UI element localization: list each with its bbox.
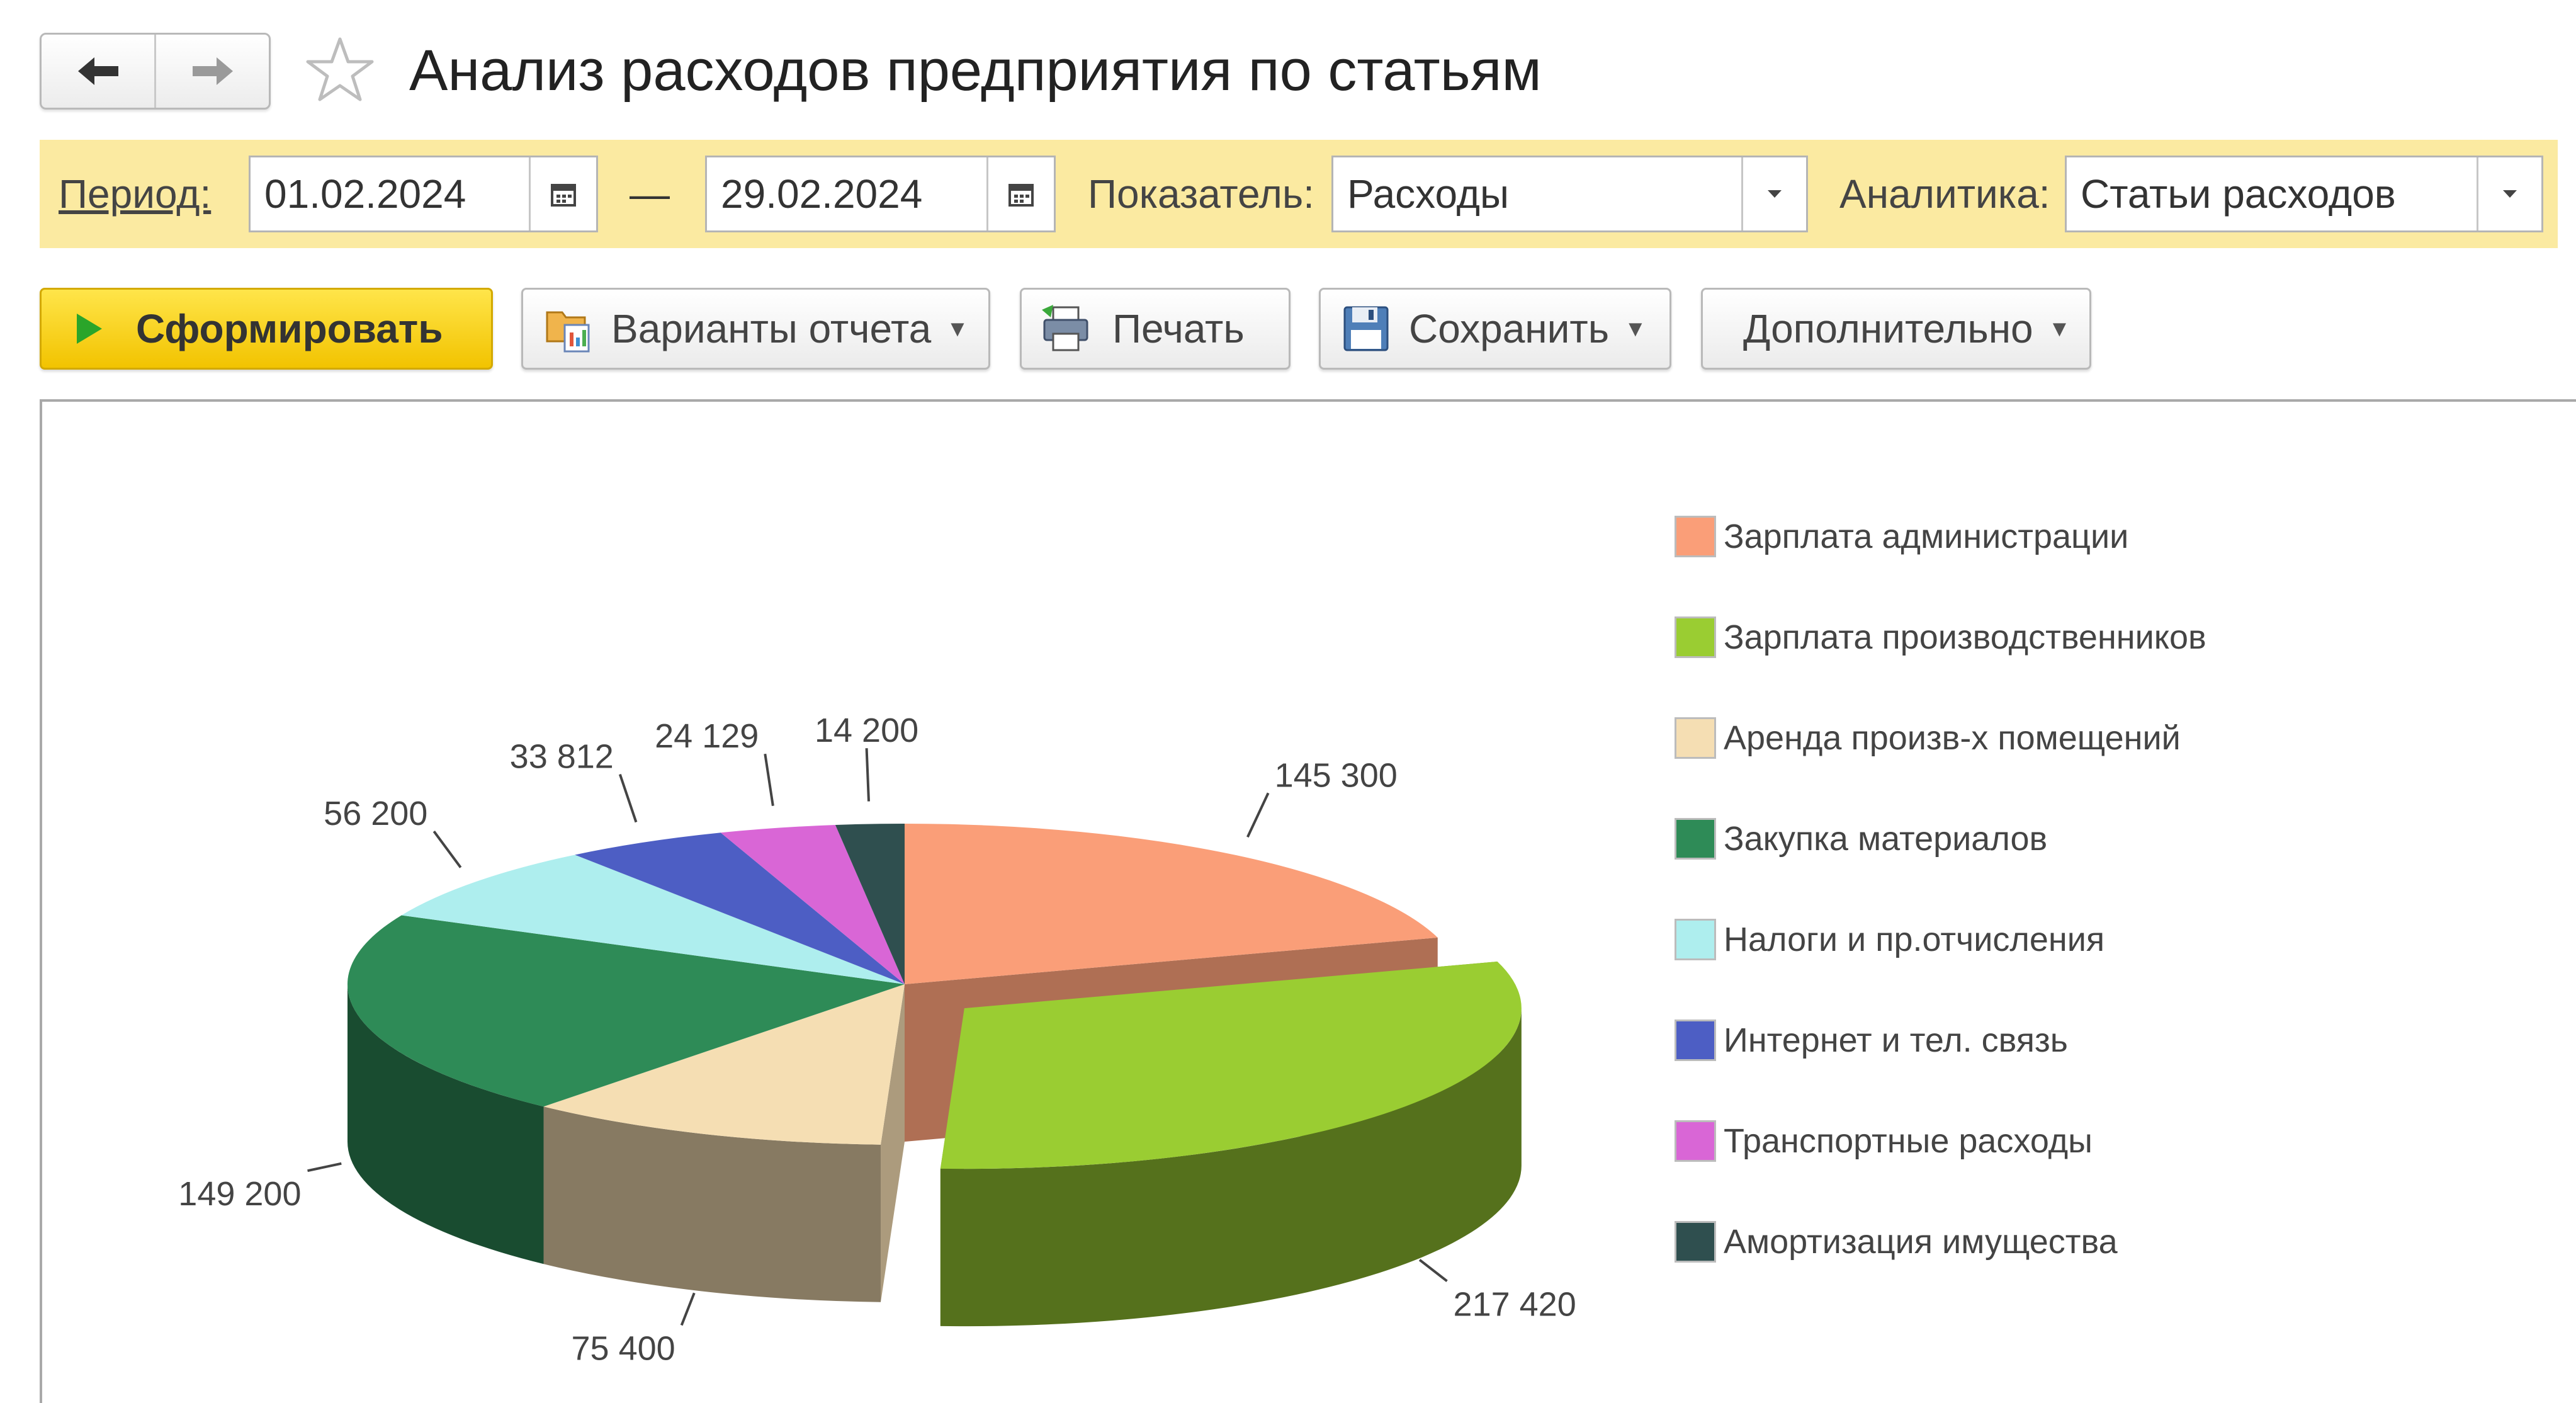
- indicator-label: Показатель:: [1088, 171, 1314, 217]
- arrow-right-icon: [192, 57, 233, 85]
- arrow-left-icon: [77, 57, 118, 85]
- legend-swatch: [1675, 1221, 1716, 1263]
- save-button[interactable]: Сохранить ▼: [1319, 288, 1671, 370]
- pie-slice-3: [543, 984, 905, 1145]
- report-variants-label: Варианты отчета: [611, 306, 932, 351]
- caret-down-icon: ▼: [946, 315, 969, 341]
- legend-item: Транспортные расходы: [1675, 1116, 2206, 1166]
- chevron-down-icon: [2503, 190, 2517, 198]
- analytics-label: Аналитика:: [1839, 171, 2050, 217]
- leader-line: [432, 830, 462, 868]
- date-to-field[interactable]: 29.02.2024: [705, 156, 1056, 232]
- legend-item: Зарплата производственников: [1675, 612, 2206, 662]
- print-button[interactable]: Печать: [1020, 288, 1291, 370]
- legend-label: Интернет и тел. связь: [1724, 1021, 2068, 1059]
- pie-slice-4: [347, 915, 905, 1107]
- chevron-down-icon: [1768, 190, 1782, 198]
- legend-label: Налоги и пр.отчисления: [1724, 921, 2105, 958]
- pie-slice-2: [940, 961, 1522, 1169]
- legend-label: Зарплата администрации: [1724, 518, 2129, 555]
- data-label: 56 200: [324, 795, 427, 832]
- navigation-buttons: [40, 33, 271, 110]
- data-label: 145 300: [1275, 756, 1398, 794]
- leader-line: [1246, 792, 1270, 838]
- date-from-value: 01.02.2024: [264, 171, 466, 217]
- analytics-dropdown-button[interactable]: [2477, 157, 2541, 230]
- date-from-calendar-button[interactable]: [529, 157, 596, 230]
- legend-item: Налоги и пр.отчисления: [1675, 914, 2206, 965]
- pie-slice-side: [347, 984, 544, 1264]
- pie-slice-side: [543, 1106, 881, 1302]
- caret-down-icon: ▼: [1624, 315, 1647, 341]
- data-label: 14 200: [815, 712, 918, 749]
- pie-slice-6: [575, 832, 905, 984]
- pie-slice-face: [881, 984, 905, 1302]
- legend-label: Амортизация имущества: [1724, 1223, 2118, 1261]
- star-icon[interactable]: [302, 33, 378, 108]
- report-variants-button[interactable]: Варианты отчета ▼: [521, 288, 990, 370]
- play-icon: [77, 314, 102, 344]
- date-separator: —: [630, 171, 670, 217]
- back-button[interactable]: [42, 35, 154, 108]
- data-label: 24 129: [655, 717, 759, 755]
- analytics-value: Статьи расходов: [2081, 171, 2396, 217]
- analytics-select[interactable]: Статьи расходов: [2065, 156, 2543, 232]
- more-button[interactable]: Дополнительно ▼: [1701, 288, 2091, 370]
- forward-button[interactable]: [154, 35, 269, 108]
- floppy-disk-icon: [1343, 306, 1389, 351]
- legend-label: Транспортные расходы: [1724, 1122, 2093, 1160]
- legend-item: Интернет и тел. связь: [1675, 1015, 2206, 1065]
- data-label: 217 420: [1454, 1285, 1576, 1323]
- printer-icon: [1042, 305, 1088, 351]
- data-label: 75 400: [572, 1330, 675, 1368]
- leader-line: [680, 1292, 696, 1326]
- legend-item: Амортизация имущества: [1675, 1217, 2206, 1267]
- data-label: 149 200: [178, 1175, 301, 1213]
- legend-swatch: [1675, 717, 1716, 759]
- pie-slice-7: [720, 824, 905, 984]
- legend-swatch: [1675, 516, 1716, 557]
- generate-button[interactable]: Сформировать: [40, 288, 493, 370]
- period-link[interactable]: Период:: [59, 171, 212, 217]
- calendar-icon: [551, 184, 576, 207]
- report-variants-icon: [546, 311, 590, 353]
- page-title: Анализ расходов предприятия по статьям: [409, 38, 1542, 103]
- leader-line: [618, 774, 638, 823]
- generate-label: Сформировать: [136, 306, 443, 351]
- leader-line: [1418, 1259, 1448, 1282]
- legend-item: Зарплата администрации: [1675, 511, 2206, 562]
- print-label: Печать: [1112, 306, 1245, 351]
- pie-slice-5: [401, 855, 905, 984]
- report-area: [40, 399, 2576, 1403]
- leader-line: [865, 748, 870, 802]
- legend-label: Зарплата производственников: [1724, 618, 2206, 656]
- chart-legend: Зарплата администрации Зарплата производс…: [1675, 511, 2206, 1317]
- save-label: Сохранить: [1409, 306, 1610, 351]
- legend-swatch: [1675, 1020, 1716, 1061]
- legend-swatch: [1675, 919, 1716, 960]
- calendar-icon: [1008, 184, 1034, 207]
- indicator-value: Расходы: [1347, 171, 1509, 217]
- date-from-field[interactable]: 01.02.2024: [249, 156, 598, 232]
- pie-slice-8: [835, 824, 905, 984]
- legend-item: Аренда произв-х помещений: [1675, 713, 2206, 763]
- data-label: 33 812: [510, 738, 614, 776]
- legend-swatch: [1675, 818, 1716, 860]
- pie-slice-1: [905, 824, 1438, 984]
- legend-swatch: [1675, 1120, 1716, 1162]
- legend-label: Аренда произв-х помещений: [1724, 719, 2181, 757]
- caret-down-icon: ▼: [2048, 315, 2071, 341]
- indicator-select[interactable]: Расходы: [1331, 156, 1808, 232]
- date-to-calendar-button[interactable]: [986, 157, 1054, 230]
- legend-item: Закупка материалов: [1675, 814, 2206, 864]
- pie-slice-side: [940, 1008, 1522, 1327]
- legend-label: Закупка материалов: [1724, 820, 2048, 858]
- more-label: Дополнительно: [1743, 306, 2033, 351]
- indicator-dropdown-button[interactable]: [1741, 157, 1806, 230]
- date-to-value: 29.02.2024: [721, 171, 923, 217]
- legend-swatch: [1675, 616, 1716, 658]
- leader-line: [764, 753, 774, 807]
- leader-line: [307, 1162, 342, 1173]
